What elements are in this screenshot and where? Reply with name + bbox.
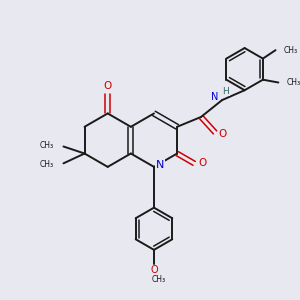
Text: CH₃: CH₃ (40, 141, 54, 150)
Text: H: H (222, 87, 229, 96)
Text: N: N (211, 92, 218, 102)
Text: N: N (156, 160, 164, 170)
Text: O: O (219, 129, 227, 139)
Text: O: O (198, 158, 206, 168)
Text: CH₃: CH₃ (284, 46, 298, 55)
Text: CH₃: CH₃ (40, 160, 54, 169)
Text: CH₃: CH₃ (151, 275, 165, 284)
Text: O: O (103, 81, 112, 91)
Text: CH₃: CH₃ (287, 78, 300, 87)
Text: O: O (150, 265, 158, 275)
